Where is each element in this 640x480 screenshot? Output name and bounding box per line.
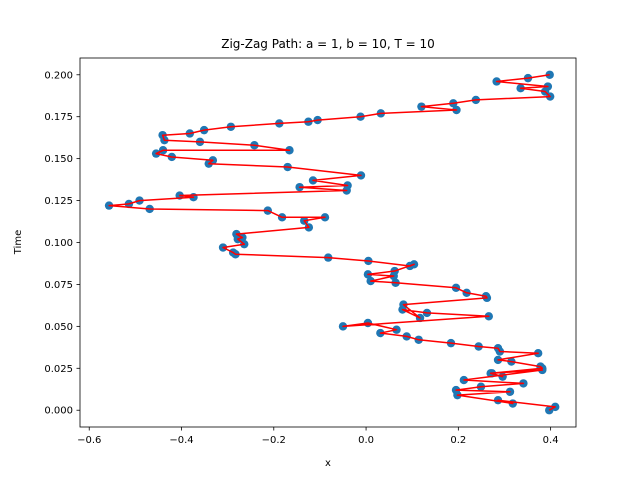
- x-tick-label: −0.4: [169, 435, 193, 446]
- y-tick-label: 0.125: [44, 196, 73, 207]
- y-tick-label: 0.050: [44, 322, 73, 333]
- y-tick-label: 0.025: [44, 364, 73, 375]
- chart-title: Zig-Zag Path: a = 1, b = 10, T = 10: [221, 37, 435, 51]
- y-tick-label: 0.200: [44, 70, 73, 81]
- x-tick-label: −0.6: [77, 435, 101, 446]
- data-point: [545, 70, 554, 79]
- y-tick-label: 0.075: [44, 280, 73, 291]
- y-axis-label: Time: [13, 230, 24, 255]
- x-axis: −0.6 −0.4 −0.2 0.0 0.2 0.4: [77, 427, 559, 446]
- x-axis-label: x: [325, 458, 331, 469]
- x-tick-label: 0.0: [358, 435, 374, 446]
- axes-frame: [79, 57, 577, 428]
- y-tick-label: 0.175: [44, 112, 73, 123]
- x-tick-label: 0.4: [543, 435, 559, 446]
- plot-area: [104, 70, 560, 415]
- x-tick-label: 0.2: [450, 435, 466, 446]
- path-line: [108, 74, 556, 411]
- y-tick-label: 0.150: [44, 154, 73, 165]
- y-axis: 0.000 0.025 0.050 0.075 0.100 0.125 0.150 0.175…: [44, 70, 80, 417]
- y-tick-label: 0.000: [44, 406, 73, 417]
- y-tick-label: 0.100: [44, 238, 73, 249]
- x-tick-label: −0.2: [262, 435, 286, 446]
